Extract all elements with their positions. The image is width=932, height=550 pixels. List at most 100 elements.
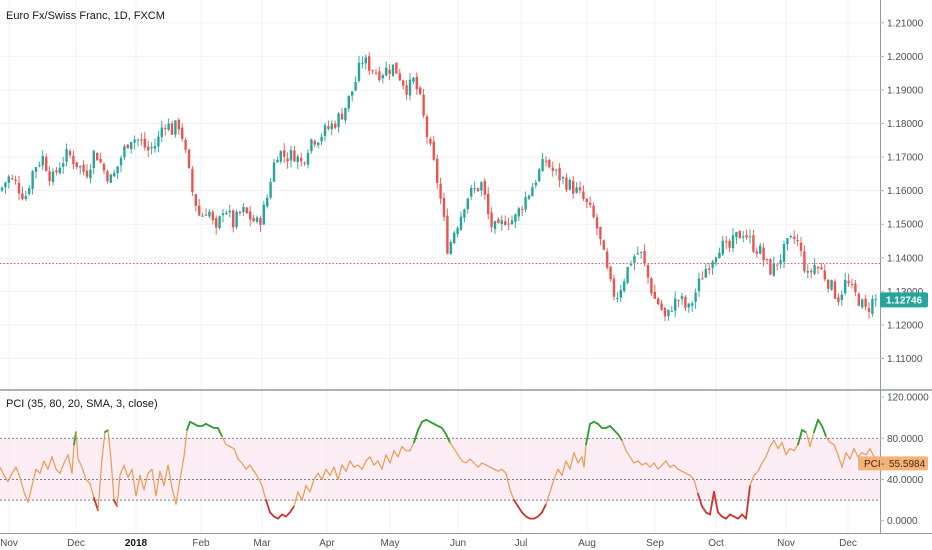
candle xyxy=(701,271,704,280)
candle-body xyxy=(568,179,571,190)
candle xyxy=(823,264,826,282)
pci-segment xyxy=(625,450,631,458)
candle-body xyxy=(609,266,612,280)
candle xyxy=(667,309,670,321)
candle-body xyxy=(759,245,762,254)
candle-body xyxy=(62,163,65,167)
pci-segment xyxy=(583,443,587,468)
pci-segment xyxy=(19,476,25,493)
pci-segment xyxy=(389,450,395,464)
pci-segment xyxy=(521,511,527,518)
candle xyxy=(235,209,238,230)
candle-body xyxy=(364,57,367,64)
candle xyxy=(473,181,476,194)
pci-line xyxy=(0,418,879,520)
candle-body xyxy=(810,270,813,273)
candle-body xyxy=(837,297,840,302)
candle-body xyxy=(629,263,633,266)
pci-segment xyxy=(55,468,61,474)
candle-body xyxy=(170,123,174,135)
pci-axis[interactable]: 120.0000 80.0000 40.0000 0.0000 xyxy=(880,393,929,528)
candle-body xyxy=(4,182,7,188)
pci-segment xyxy=(825,435,831,444)
pci-segment xyxy=(51,456,57,470)
candle xyxy=(602,239,605,250)
pci-segment xyxy=(135,474,141,497)
candle-body xyxy=(123,146,126,158)
candle xyxy=(575,182,578,194)
candle xyxy=(524,191,527,213)
candle-body xyxy=(293,150,296,162)
pci-segment xyxy=(43,460,49,470)
pci-segment xyxy=(637,460,643,466)
candle xyxy=(531,182,534,197)
candle xyxy=(249,205,252,227)
candle-body xyxy=(524,197,527,210)
pci-segment xyxy=(229,445,235,450)
candle xyxy=(228,204,231,218)
candle-body xyxy=(31,171,34,189)
candle-body xyxy=(249,211,252,220)
candle-body xyxy=(272,162,276,182)
pci-segment xyxy=(401,445,407,452)
price-axis[interactable]: 1.21000 1.20000 1.19000 1.18000 1.17000 1.160… xyxy=(880,18,924,365)
candle xyxy=(636,246,639,256)
candle-body xyxy=(687,303,690,308)
pci-segment xyxy=(107,429,112,460)
candle xyxy=(17,175,21,201)
candle-body xyxy=(827,279,830,289)
candle-body xyxy=(323,125,327,137)
pci-segment xyxy=(765,445,771,458)
candle xyxy=(500,215,503,231)
candle xyxy=(827,278,830,293)
candle xyxy=(633,254,636,271)
candle xyxy=(762,243,765,267)
candle-body xyxy=(446,215,449,254)
pci-segment xyxy=(39,460,45,474)
candle xyxy=(840,290,843,306)
pci-segment xyxy=(477,462,483,468)
candle xyxy=(857,292,860,307)
candle-body xyxy=(334,123,337,128)
candle xyxy=(793,230,796,245)
pci-segment xyxy=(449,441,455,450)
pci-segment xyxy=(77,458,83,468)
pci-segment xyxy=(809,431,815,448)
pci-segment xyxy=(23,491,29,503)
candle xyxy=(65,143,68,167)
candle xyxy=(813,258,816,276)
candle-body xyxy=(126,144,129,149)
candle-body xyxy=(82,164,85,172)
candle xyxy=(218,215,221,230)
candle xyxy=(130,141,133,154)
pci-segment xyxy=(179,456,185,481)
candle-body xyxy=(667,309,670,317)
candle xyxy=(45,153,48,172)
pci-segment xyxy=(131,468,137,497)
candle-body xyxy=(119,157,123,166)
time-tick-label: Mar xyxy=(253,538,271,549)
pci-segment xyxy=(321,468,327,481)
candle-body xyxy=(408,79,412,96)
candle-body xyxy=(643,251,646,264)
candle xyxy=(41,150,44,171)
pci-segment xyxy=(81,466,87,481)
candle xyxy=(96,152,99,161)
candle xyxy=(714,256,718,267)
candle xyxy=(674,291,677,318)
pci-segment xyxy=(545,491,551,505)
candle-body xyxy=(487,193,490,215)
pci-segment xyxy=(829,441,835,446)
pci-segment xyxy=(737,513,743,520)
candle xyxy=(334,120,337,130)
candle-body xyxy=(17,182,21,194)
candle-body xyxy=(92,151,95,169)
candle xyxy=(272,158,276,183)
pci-segment xyxy=(569,452,575,470)
pci-segment xyxy=(745,484,751,520)
candle xyxy=(119,155,123,173)
candle xyxy=(796,234,799,246)
pci-segment xyxy=(853,448,859,458)
time-axis[interactable]: Nov Dec 2018 Feb Mar Apr May Jun Jul Aug Sep Oct Nov… xyxy=(0,538,857,549)
